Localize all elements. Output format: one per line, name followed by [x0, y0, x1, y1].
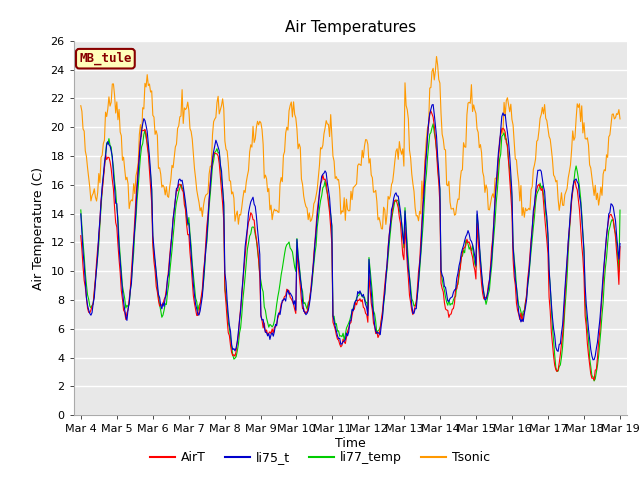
Legend: AirT, li75_t, li77_temp, Tsonic: AirT, li75_t, li77_temp, Tsonic — [145, 446, 495, 469]
Title: Air Temperatures: Air Temperatures — [285, 21, 416, 36]
X-axis label: Time: Time — [335, 437, 366, 450]
Text: MB_tule: MB_tule — [79, 52, 132, 65]
Y-axis label: Air Temperature (C): Air Temperature (C) — [32, 167, 45, 289]
